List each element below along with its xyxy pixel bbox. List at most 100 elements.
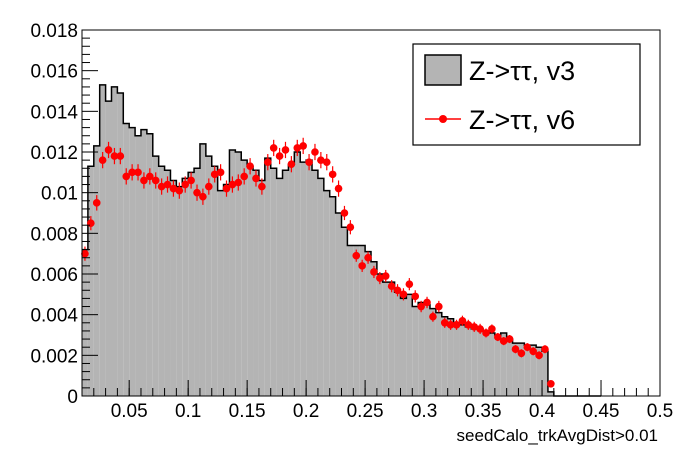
histogram-bar: [229, 149, 236, 396]
data-point: [169, 184, 178, 193]
data-point: [370, 268, 378, 276]
histogram-bar: [418, 302, 425, 396]
histogram-bar: [453, 322, 460, 396]
histogram-bar: [176, 186, 183, 396]
data-point: [364, 253, 372, 262]
histogram-bar: [217, 190, 224, 396]
data-point: [464, 321, 473, 329]
histogram-bar: [382, 282, 389, 396]
data-point: [482, 329, 490, 337]
data-point: [134, 168, 142, 177]
data-point: [446, 321, 455, 329]
histogram-bar: [99, 84, 106, 397]
y-tick-label: 0.016: [30, 62, 78, 83]
x-tick-label: 0.35: [465, 401, 502, 422]
data-point: [393, 286, 402, 295]
data-point: [299, 142, 307, 150]
data-point: [411, 292, 420, 301]
histogram-bar: [365, 251, 371, 396]
data-point: [340, 209, 349, 217]
histogram-bar: [512, 343, 519, 396]
data-point: [181, 180, 190, 189]
histogram-bar: [547, 391, 554, 396]
data-point: [405, 280, 414, 288]
data-point: [346, 223, 355, 232]
histogram-bar: [347, 245, 354, 396]
data-point: [452, 321, 461, 329]
histogram-bar: [241, 160, 248, 396]
legend-label-v6: Z->ττ, v6: [469, 105, 575, 135]
histogram-bar: [459, 324, 466, 396]
data-point: [252, 174, 260, 183]
data-point: [381, 272, 390, 280]
histogram-bar: [329, 196, 336, 396]
x-tick-label: 0.3: [411, 401, 437, 422]
histogram-bar: [465, 326, 472, 396]
histogram-bar: [312, 170, 318, 396]
data-point: [435, 302, 443, 311]
data-point: [358, 262, 366, 270]
y-tick-label: 0.01: [41, 184, 78, 205]
x-tick-label: 0.4: [529, 401, 556, 422]
x-tick-label: 0.45: [583, 401, 620, 422]
histogram-bar: [317, 178, 324, 396]
histogram-bar: [488, 332, 495, 396]
data-point: [216, 168, 225, 177]
data-point: [488, 325, 496, 333]
histogram-bar: [211, 166, 218, 396]
data-point: [440, 319, 449, 327]
histogram-bar: [494, 335, 501, 396]
data-point: [476, 325, 484, 333]
histogram-bar: [140, 129, 147, 396]
y-tick-label: 0.012: [30, 143, 78, 164]
histogram-bar: [188, 172, 195, 396]
x-tick-label: 0.05: [111, 401, 148, 422]
data-point: [205, 182, 213, 191]
histogram-bar: [477, 328, 484, 396]
histogram-bar: [194, 168, 200, 396]
data-point: [87, 219, 95, 227]
data-point: [193, 188, 201, 197]
data-point: [352, 251, 361, 260]
histogram-bar: [506, 339, 513, 396]
histogram-bar: [235, 152, 242, 396]
data-point: [269, 144, 278, 152]
data-point: [334, 184, 343, 193]
histogram-bar: [335, 213, 342, 396]
histogram-bar: [205, 156, 212, 396]
histogram-bar: [247, 166, 254, 396]
data-point: [511, 345, 520, 354]
data-point: [317, 156, 325, 164]
histogram-bar: [376, 274, 383, 396]
histogram-bar: [500, 332, 507, 396]
histogram-bar: [424, 304, 430, 396]
data-point: [429, 312, 437, 321]
histogram-bar: [400, 298, 407, 396]
y-tick-label: 0.004: [30, 306, 78, 327]
data-point: [263, 158, 272, 166]
data-point: [92, 199, 101, 207]
data-point: [275, 152, 284, 160]
data-point: [234, 178, 243, 187]
y-tick-label: 0.006: [30, 265, 78, 286]
data-point: [305, 158, 313, 166]
histogram-bar: [158, 166, 165, 396]
histogram-bar: [406, 294, 413, 396]
histogram-bar: [258, 180, 265, 396]
data-point: [417, 302, 425, 311]
data-point: [175, 186, 184, 195]
data-point: [210, 170, 219, 179]
histogram-bar: [471, 328, 478, 396]
y-tick-label: 0.018: [30, 21, 78, 42]
histogram-outline: [82, 84, 602, 397]
histogram-bar: [152, 156, 159, 396]
data-point: [98, 156, 107, 164]
frame: [81, 29, 661, 397]
histogram-bar: [270, 168, 277, 396]
x-tick-label: 0.5: [647, 401, 673, 422]
histogram-bar: [93, 145, 100, 396]
data-point: [140, 176, 148, 185]
data-point: [458, 316, 467, 325]
data-point: [470, 323, 479, 331]
data-point: [146, 172, 154, 181]
